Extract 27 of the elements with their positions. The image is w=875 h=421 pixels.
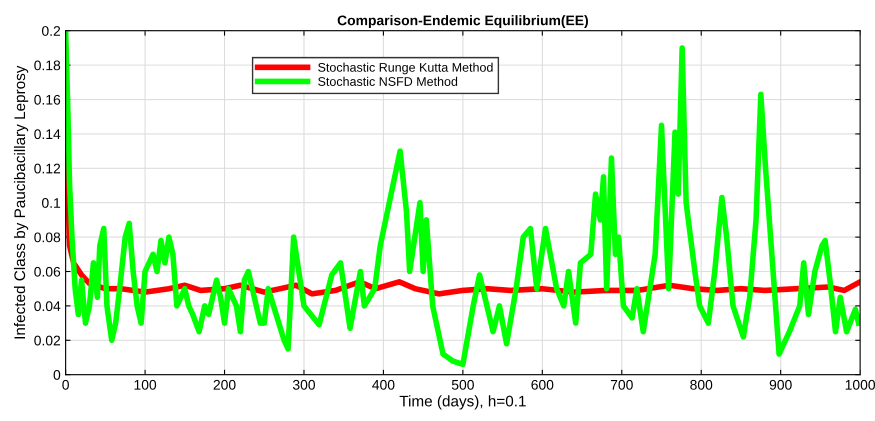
x-tick-label: 800 [690,380,712,390]
y-tick-label: 0.08 [34,232,60,242]
y-tick-label: 0.04 [34,301,60,312]
x-tick-label: 500 [452,380,474,390]
y-tick-label: 0.1 [42,198,60,208]
x-tick-label: 900 [770,380,792,390]
y-tick-label: 0.16 [34,94,60,105]
x-tick-label: 600 [531,380,554,390]
x-tick-label: 200 [214,380,236,390]
y-tick-label: 0 [54,370,60,380]
x-tick-label: 700 [610,380,633,390]
y-tick-label: 0.18 [34,60,60,70]
chart-title: Comparison-Endemic Equilibrium(EE) [338,15,588,28]
y-tick-label: 0.02 [34,336,60,346]
y-tick-label: 0.12 [34,164,60,174]
y-tick-label: 0.2 [42,26,60,36]
y-axis-title: Infected Class by Paucibacillary Leprosy [14,66,28,338]
x-tick-label: 300 [292,380,316,390]
y-tick-label: 0.14 [34,129,60,140]
x-tick-label: 1000 [846,380,875,390]
legend-label: Stochastic Runge Kutta Method [318,62,493,74]
legend-label: Stochastic NSFD Method [318,76,458,86]
y-tick-label: 0.06 [34,266,60,277]
x-tick-label: 400 [372,380,394,390]
x-tick-label: 0 [62,380,69,390]
x-tick-label: 100 [134,380,156,390]
x-axis-title: Time (days), h=0.1 [400,395,526,410]
